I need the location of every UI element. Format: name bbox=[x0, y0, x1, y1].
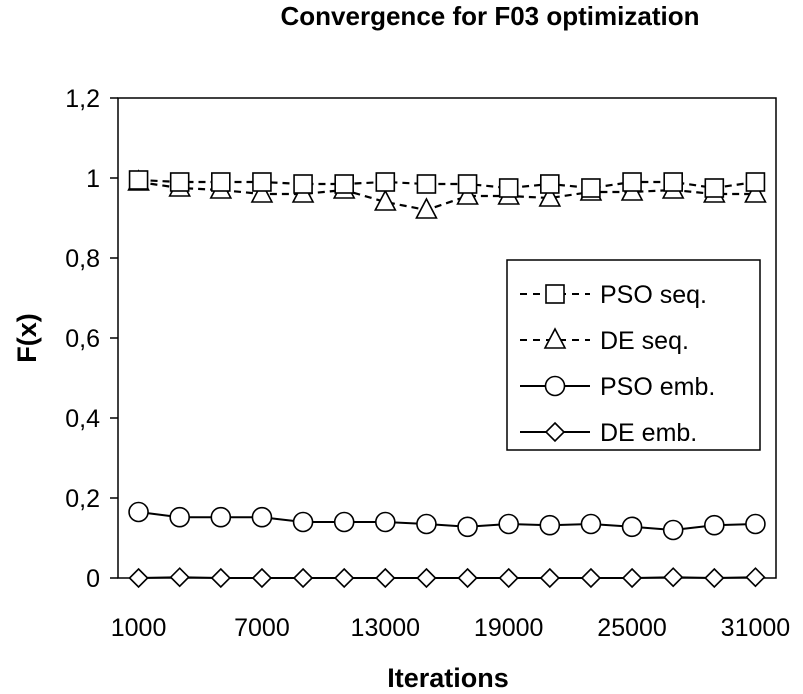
data-point bbox=[498, 567, 519, 589]
data-point bbox=[375, 511, 396, 533]
data-point bbox=[663, 172, 683, 192]
data-point bbox=[416, 174, 437, 194]
data-point bbox=[292, 567, 314, 589]
data-point bbox=[663, 567, 684, 588]
data-point bbox=[745, 172, 766, 192]
y-tick-label: 0,4 bbox=[65, 405, 100, 433]
series-pso-seq bbox=[128, 170, 766, 198]
x-tick-label: 7000 bbox=[234, 614, 290, 642]
data-point bbox=[744, 181, 767, 203]
series-de-emb bbox=[128, 567, 766, 589]
x-tick-label: 25000 bbox=[597, 614, 667, 642]
legend-label: PSO emb. bbox=[600, 373, 715, 401]
data-point bbox=[456, 183, 479, 205]
data-point bbox=[210, 567, 231, 589]
data-point bbox=[416, 567, 437, 589]
data-point bbox=[704, 514, 725, 536]
data-point bbox=[375, 172, 396, 192]
data-point bbox=[210, 506, 232, 528]
y-tick-label: 1 bbox=[86, 165, 100, 193]
data-point bbox=[745, 567, 766, 588]
data-point bbox=[334, 174, 354, 194]
y-axis: 0 0,2 0,4 0,6 0,8 1 1,2 bbox=[65, 85, 118, 593]
series-pso-emb bbox=[128, 501, 766, 541]
data-point bbox=[169, 506, 190, 528]
data-point bbox=[704, 567, 725, 589]
legend-label: PSO seq. bbox=[600, 281, 707, 309]
data-point bbox=[293, 174, 313, 194]
data-point bbox=[169, 172, 190, 192]
data-point bbox=[250, 181, 274, 203]
data-point bbox=[498, 178, 519, 198]
data-point bbox=[457, 174, 478, 194]
data-point bbox=[211, 172, 231, 192]
x-tick-label: 13000 bbox=[351, 614, 421, 642]
data-point bbox=[662, 519, 684, 541]
chart-title: Convergence for F03 optimization bbox=[281, 1, 700, 31]
legend-marker bbox=[545, 284, 565, 304]
data-point bbox=[539, 567, 560, 589]
data-point bbox=[251, 567, 273, 589]
data-point bbox=[580, 513, 602, 535]
y-tick-label: 1,2 bbox=[65, 85, 100, 113]
data-point bbox=[457, 516, 478, 538]
data-point bbox=[251, 506, 273, 528]
data-point bbox=[128, 501, 149, 523]
data-point bbox=[252, 172, 272, 192]
data-point bbox=[540, 174, 560, 194]
data-point bbox=[128, 567, 149, 589]
data-point bbox=[334, 567, 355, 589]
data-point bbox=[622, 172, 642, 192]
legend: PSO seq. DE seq. PSO emb. DE emb. bbox=[506, 259, 761, 451]
y-tick-label: 0,8 bbox=[65, 245, 100, 273]
data-point bbox=[621, 516, 643, 538]
legend-marker bbox=[544, 421, 566, 443]
y-tick-label: 0 bbox=[86, 565, 100, 593]
series-line bbox=[138, 511, 756, 532]
data-point bbox=[704, 178, 725, 198]
data-point bbox=[580, 567, 602, 589]
data-point bbox=[621, 567, 643, 589]
data-point bbox=[169, 567, 190, 588]
legend-marker bbox=[544, 375, 566, 397]
y-tick-label: 0,2 bbox=[65, 485, 100, 513]
data-point bbox=[581, 178, 601, 198]
data-point bbox=[128, 170, 149, 190]
x-tick-label: 1000 bbox=[111, 614, 167, 642]
x-tick-label: 19000 bbox=[474, 614, 544, 642]
data-point bbox=[416, 513, 437, 535]
y-tick-label: 0,6 bbox=[65, 325, 100, 353]
legend-label: DE seq. bbox=[600, 327, 689, 355]
data-point bbox=[375, 567, 396, 589]
series-line bbox=[138, 180, 756, 212]
series-line bbox=[138, 576, 756, 580]
y-axis-title: F(x) bbox=[12, 313, 42, 363]
x-axis: 1000 7000 13000 19000 25000 31000 bbox=[111, 578, 790, 642]
x-axis-title: Iterations bbox=[387, 663, 509, 693]
data-point bbox=[745, 513, 766, 535]
legend-marker bbox=[543, 327, 567, 349]
data-point bbox=[415, 197, 438, 219]
series-line bbox=[138, 178, 756, 190]
data-point bbox=[457, 567, 478, 589]
data-point bbox=[292, 511, 314, 533]
data-point bbox=[498, 513, 519, 535]
x-tick-label: 31000 bbox=[721, 614, 791, 642]
data-point bbox=[538, 185, 562, 207]
data-point bbox=[373, 189, 397, 211]
data-point bbox=[333, 511, 355, 533]
legend-label: DE emb. bbox=[600, 419, 697, 447]
data-point bbox=[539, 514, 561, 536]
series-layer bbox=[127, 169, 767, 589]
